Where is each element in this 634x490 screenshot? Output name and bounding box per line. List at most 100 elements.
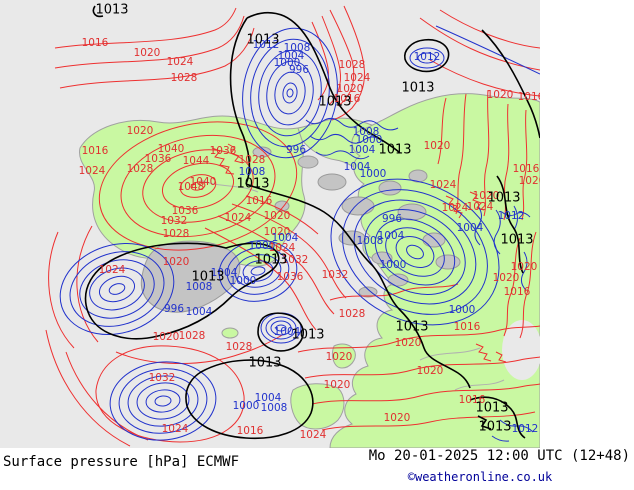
arctic-low-rings: [242, 27, 338, 159]
pressure-label-blue: 1004: [211, 267, 238, 279]
pressure-label-red: 1016: [237, 425, 264, 437]
caption-bar: Surface pressure [hPa] ECMWF Mo 20-01-20…: [0, 448, 634, 490]
pressure-label-black: 1013: [478, 420, 511, 435]
landmass-iceland: [221, 327, 239, 339]
pressure-label-red: 1020: [519, 175, 540, 187]
pressure-label-red: 1016: [82, 145, 109, 157]
pressure-label-red: 1020: [493, 272, 520, 284]
pressure-label-red: 1028: [226, 341, 253, 353]
pressure-label-red: 1016: [454, 321, 481, 333]
pressure-label-blue: 1012: [498, 210, 525, 222]
pressure-label-blue: 1000: [249, 240, 276, 252]
pressure-label-red: 1028: [239, 154, 266, 166]
pressure-label-red: 1028: [339, 308, 366, 320]
pressure-label-red: 1028: [127, 163, 154, 175]
pressure-label-blue: 1004: [272, 232, 299, 244]
pressure-label-red: 1032: [322, 269, 349, 281]
pressure-label-black: 1013: [401, 81, 434, 96]
arctic-islands: [252, 146, 461, 298]
pressure-label-black: 1013: [236, 177, 269, 192]
blue-isobars: [59, 25, 540, 442]
pressure-label-red: 1036: [172, 205, 199, 217]
landmass-british-isles: [331, 343, 356, 369]
pressure-label-black: 1013: [95, 3, 128, 18]
pressure-label-red: 1024: [300, 429, 327, 441]
pressure-label-blue: 996: [286, 144, 306, 156]
pressure-label-red: 1020: [395, 337, 422, 349]
pressure-label-black: 1013: [318, 95, 351, 110]
pressure-label-red: 1028: [339, 59, 366, 71]
landmass-layer: [79, 93, 540, 448]
pressure-label-red: 1016: [459, 394, 486, 406]
pressure-label-red: 1024: [99, 264, 126, 276]
pressure-label-black: 1013: [487, 191, 520, 206]
pressure-label-blue: 1000: [449, 304, 476, 316]
pressure-label-blue: 1004: [278, 50, 305, 62]
alaska-low-rings: [409, 47, 445, 69]
pressure-label-red: 1020: [487, 89, 514, 101]
pressure-label-blue: 1004: [274, 326, 301, 338]
pressure-label-red: 1044: [183, 155, 210, 167]
pressure-label-red: 1020: [326, 351, 353, 363]
pressure-label-blue: 1000: [356, 134, 383, 146]
biscay-low-rings: [109, 361, 217, 441]
pressure-label-blue: 1000: [274, 57, 301, 69]
pressure-label-blue: 1000: [233, 400, 260, 412]
pressure-label-blue: 1008: [261, 402, 288, 414]
pressure-label-blue: 1004: [255, 392, 282, 404]
pressure-label-red: 1020: [511, 261, 538, 273]
pressure-label-blue: 1012: [512, 423, 539, 435]
pressure-label-red: 1016: [504, 286, 531, 298]
greenland-low-rings: [59, 242, 175, 336]
pressure-label-red: 1024: [225, 212, 252, 224]
pressure-label-red: 1024: [430, 179, 457, 191]
black-isobars: [84, 5, 540, 440]
pressure-map-canvas: 1016102010241028102810241020101610201016…: [0, 0, 540, 448]
pressure-label-red: 1016: [513, 163, 540, 175]
pressure-label-blue: 1008: [353, 126, 380, 138]
pressure-label-red: 1036: [277, 271, 304, 283]
pressure-label-blue: 1004: [186, 306, 213, 318]
siberian-high-rings: [98, 121, 298, 251]
iceland-low-rings: [218, 240, 298, 302]
pressure-label-red: 1032: [161, 215, 188, 227]
pressure-label-red: 1020: [127, 125, 154, 137]
border-lines: [199, 179, 505, 391]
pressure-label-red: 1016: [82, 37, 109, 49]
pressure-label-red: 1048: [178, 181, 205, 193]
pressure-label-red: 1036: [210, 145, 237, 157]
landmass-iberia: [290, 383, 345, 430]
pressure-label-blue: 1004: [349, 144, 376, 156]
pressure-label-red: 1016: [246, 195, 273, 207]
pressure-label-red: 1020: [324, 379, 351, 391]
pressure-label-black: 1013: [191, 270, 224, 285]
pressure-label-blue: 1008: [357, 235, 384, 247]
pressure-label-black: 1013: [248, 356, 281, 371]
pressure-label-blue: 996: [382, 213, 402, 225]
pressure-label-red: 1020: [134, 47, 161, 59]
pressure-label-blue: 1008: [284, 42, 311, 54]
pressure-label-red: 1024: [467, 201, 494, 213]
pressure-label-red: 1024: [79, 165, 106, 177]
pressure-label-red: 1024: [442, 202, 469, 214]
canadian-low-rings: [330, 178, 500, 326]
pressure-map: 1016102010241028102810241020101610201016…: [0, 0, 540, 448]
pressure-label-blue: 1000: [360, 168, 387, 180]
pressure-label-red: 1024: [344, 72, 371, 84]
pressure-label-blue: 1004: [344, 161, 371, 173]
pressure-label-layer: 1016102010241028102810241020101610201016…: [79, 3, 540, 442]
pressure-label-red: 1020: [473, 190, 500, 202]
pressure-label-blue: 1008: [239, 166, 266, 178]
forecast-datetime: Mo 20-01-2025 12:00 UTC (12+48): [368, 448, 630, 464]
pressure-label-red: 1032: [149, 372, 176, 384]
pressure-label-black: 1013: [291, 328, 324, 343]
pressure-label-red: 1028: [163, 228, 190, 240]
pressure-label-red: 1036: [145, 153, 172, 165]
pressure-label-black: 1013: [246, 33, 279, 48]
pressure-label-red: 1040: [190, 176, 217, 188]
pressure-label-blue: 1004: [378, 230, 405, 242]
pressure-label-black: 1013: [395, 320, 428, 335]
pressure-label-blue: 1012: [253, 39, 280, 51]
pressure-label-red: 1020: [153, 331, 180, 343]
pressure-label-red: 1020: [424, 140, 451, 152]
